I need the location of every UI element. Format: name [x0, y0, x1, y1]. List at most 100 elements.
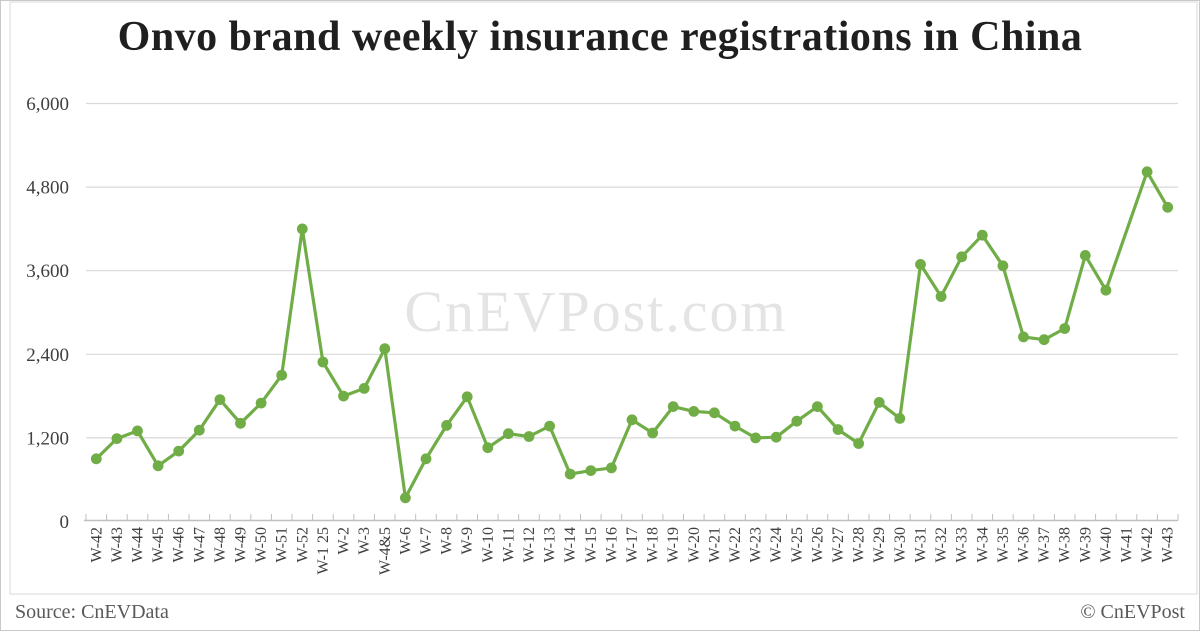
data-point [214, 394, 226, 405]
watermark-text: CnEVPost.com [404, 279, 787, 344]
x-tick-label: W-44 [130, 527, 147, 563]
data-point [193, 424, 205, 436]
y-tick-label: 1,200 [26, 428, 69, 449]
x-tick-label: W-46 [171, 527, 188, 563]
x-axis [84, 514, 1179, 522]
x-tick-label: W-24 [768, 527, 785, 563]
x-tick-label: W-14 [562, 527, 579, 563]
series-line [94, 170, 1170, 500]
x-tick-label: W-32 [933, 527, 950, 563]
x-tick-label: W-4&5 [377, 527, 394, 575]
x-tick-label: W-28 [851, 527, 868, 563]
x-tick-label: W-31 [912, 527, 929, 563]
data-point [729, 420, 741, 432]
data-point [647, 427, 658, 439]
data-point [400, 492, 411, 504]
data-point [585, 465, 597, 476]
data-point [688, 406, 700, 417]
data-point [358, 383, 370, 394]
x-tick-label: W-25 [789, 527, 806, 563]
x-tick-label: W-37 [1036, 527, 1053, 563]
y-tick-label: 3,600 [26, 261, 69, 282]
data-point [626, 414, 638, 426]
data-point [276, 369, 288, 381]
y-tick-label: 0 [60, 512, 70, 533]
data-point [750, 432, 761, 444]
data-point [152, 460, 164, 472]
x-tick-label: W-22 [727, 527, 744, 563]
x-tick-label: W-7 [418, 527, 435, 555]
x-tick-label: W-35 [995, 527, 1012, 563]
data-point [1141, 166, 1153, 178]
y-axis-labels: 0 1,200 2,400 3,600 4,800 6,000 [26, 94, 69, 533]
x-tick-label: W-39 [1077, 527, 1094, 563]
data-point [956, 251, 968, 263]
data-point [976, 229, 988, 241]
data-point [544, 420, 555, 432]
x-tick-label: W-2 [336, 527, 353, 555]
x-tick-label: W-50 [253, 527, 270, 563]
data-point [853, 438, 864, 449]
x-tick-label: W-42 [88, 527, 105, 563]
x-tick-label: W-3 [356, 527, 373, 555]
x-tick-label: W-13 [542, 527, 559, 563]
data-point [873, 397, 885, 408]
data-point [296, 223, 308, 235]
data-point [915, 259, 926, 270]
x-tick-label: W-47 [191, 527, 208, 563]
data-point [132, 425, 143, 437]
data-point [832, 424, 844, 435]
x-tick-label: W-34 [974, 527, 991, 563]
x-tick-label: W-8 [439, 527, 456, 555]
data-point [667, 401, 679, 412]
data-point [812, 401, 823, 412]
data-point [379, 343, 391, 355]
x-tick-label: W-36 [1015, 527, 1032, 563]
x-tick-label: W-41 [1118, 527, 1135, 563]
data-point [441, 420, 452, 431]
data-point [709, 407, 720, 419]
x-tick-label: W-48 [212, 527, 229, 563]
x-tick-label: W-43 [1160, 527, 1177, 563]
chart-frame [9, 1, 1198, 595]
x-tick-label: W-16 [603, 527, 620, 563]
x-tick-label: W-42 [1139, 527, 1156, 563]
x-tick-label: W-26 [809, 527, 826, 563]
x-tick-label: W-18 [645, 527, 662, 563]
data-point [1059, 323, 1071, 334]
data-point [1100, 284, 1112, 296]
data-point [523, 431, 535, 442]
x-tick-label: W-10 [480, 527, 497, 563]
copyright-label: © CnEVPost [1080, 601, 1185, 623]
x-tick-label: W-38 [1057, 527, 1074, 563]
x-tick-label: W-30 [892, 527, 909, 563]
x-tick-label: W-6 [397, 527, 414, 555]
x-tick-label: W-43 [109, 527, 126, 563]
data-point [935, 291, 947, 302]
x-axis-labels: W-42 W-43 W-44 W-45 W-46 W-47 W-48 W-49 W-50 W-51… [88, 527, 1176, 575]
x-tick-label: W-15 [583, 527, 600, 563]
x-tick-label: W-33 [954, 527, 971, 563]
x-tick-label: W-17 [624, 527, 641, 563]
x-tick-label: W-1 25 [315, 527, 332, 575]
data-point [235, 417, 246, 429]
footer: Source: CnEVData © CnEVPost [1, 601, 1199, 624]
data-point [420, 453, 432, 465]
data-point [317, 356, 329, 368]
data-point [791, 415, 803, 427]
data-point [606, 462, 617, 474]
x-tick-label: W-9 [459, 527, 476, 555]
x-tick-label: W-51 [274, 527, 291, 563]
x-tick-label: W-29 [871, 527, 888, 563]
data-series-onvo [90, 166, 1174, 504]
y-tick-label: 6,000 [26, 94, 69, 115]
data-point [1079, 250, 1091, 261]
data-point [1038, 334, 1050, 346]
x-tick-label: W-45 [150, 527, 167, 563]
x-tick-label: W-19 [665, 527, 682, 563]
data-point [770, 431, 782, 443]
data-point [338, 390, 349, 402]
x-tick-label: W-52 [294, 527, 311, 563]
